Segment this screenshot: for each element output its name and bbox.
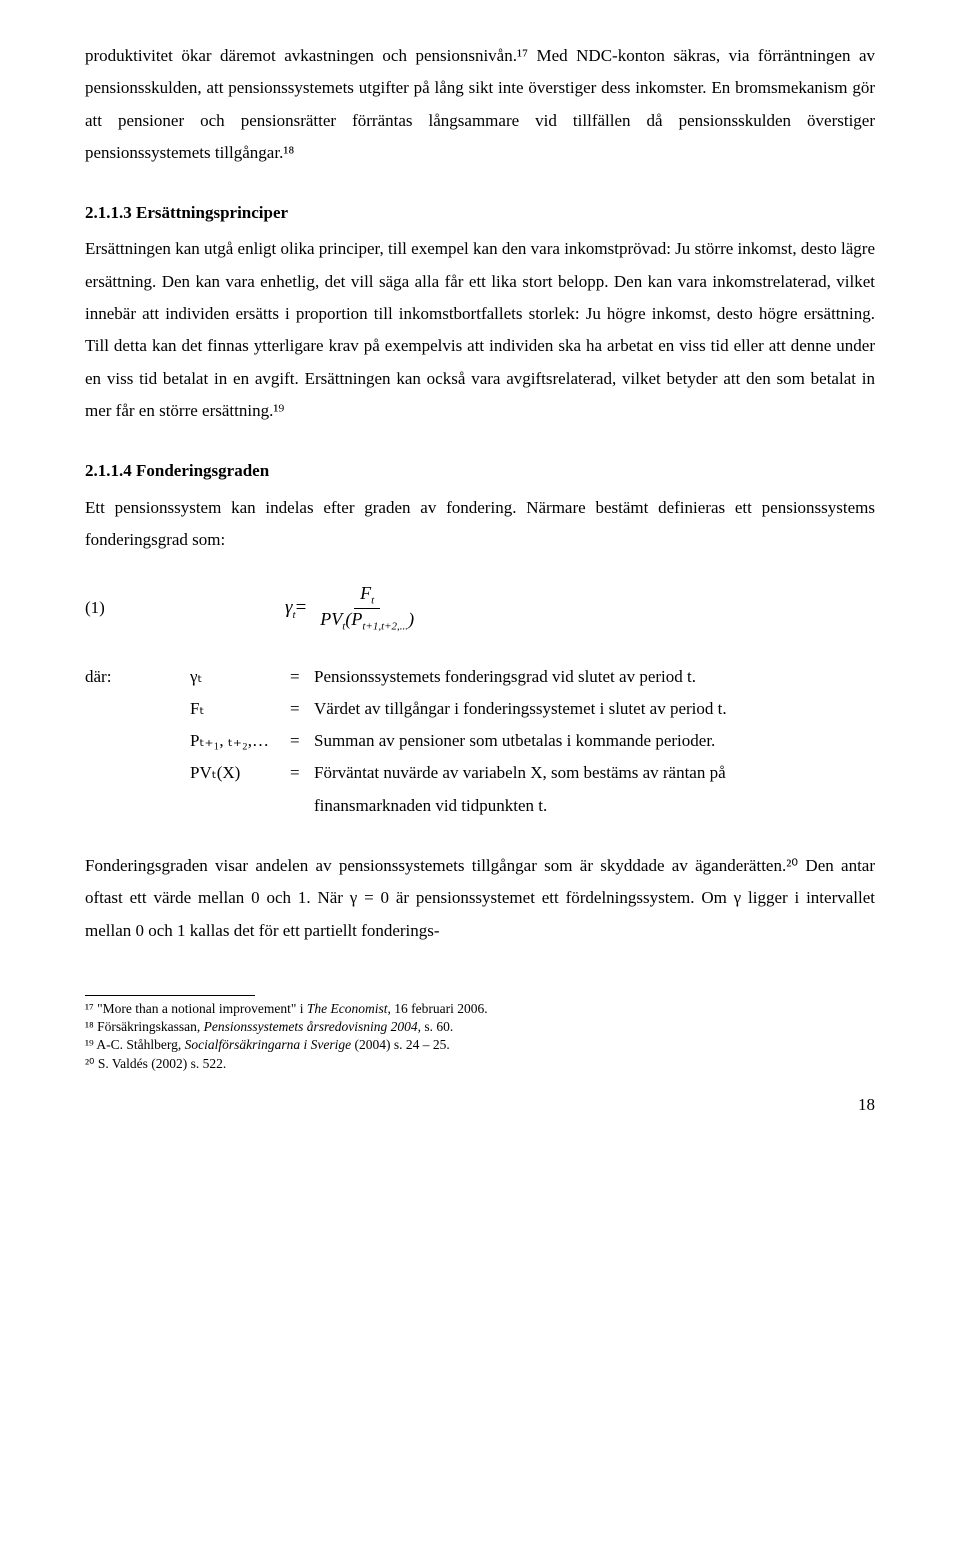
formula-label: (1) <box>85 592 285 624</box>
heading-213: 2.1.1.3 Ersättningsprinciper <box>85 197 875 229</box>
body-paragraph-2: Ersättningen kan utgå enligt olika princ… <box>85 233 875 427</box>
def-symbol: PVₜ(X) <box>190 757 290 789</box>
footnote-separator <box>85 995 255 996</box>
def-eq: = <box>290 693 314 725</box>
definition-row: Fₜ = Värdet av tillgångar i fonderingssy… <box>85 693 875 725</box>
page-number: 18 <box>85 1089 875 1121</box>
def-text: Pensionssystemets fonderingsgrad vid slu… <box>314 661 875 693</box>
def-eq: = <box>290 725 314 757</box>
formula-math: γt = Ft PVt(Pt+1,t+2,...) <box>285 584 420 632</box>
definition-row: Pₜ₊₁, ₜ₊₂,… = Summan av pensioner som ut… <box>85 725 875 757</box>
footnote-20: ²⁰ S. Valdés (2002) s. 522. <box>85 1055 875 1073</box>
heading-214: 2.1.1.4 Fonderingsgraden <box>85 455 875 487</box>
def-symbol: γₜ <box>190 661 290 693</box>
definition-row-cont: finansmarknaden vid tidpunkten t. <box>85 790 875 822</box>
def-symbol: Pₜ₊₁, ₜ₊₂,… <box>190 725 290 757</box>
formula-1: (1) γt = Ft PVt(Pt+1,t+2,...) <box>85 584 875 632</box>
def-text: Värdet av tillgångar i fonderingssysteme… <box>314 693 875 725</box>
def-symbol: Fₜ <box>190 693 290 725</box>
body-paragraph-4: Fonderingsgraden visar andelen av pensio… <box>85 850 875 947</box>
def-eq: = <box>290 661 314 693</box>
definition-row: där: γₜ = Pensionssystemets fonderingsgr… <box>85 661 875 693</box>
footnote-19: ¹⁹ A-C. Ståhlberg, Socialförsäkringarna … <box>85 1036 875 1054</box>
def-where: där: <box>85 661 190 693</box>
def-eq: = <box>290 757 314 789</box>
def-text: Förväntat nuvärde av variabeln X, som be… <box>314 757 875 789</box>
footnote-18: ¹⁸ Försäkringskassan, Pensionssystemets … <box>85 1018 875 1036</box>
body-paragraph-3: Ett pensionssystem kan indelas efter gra… <box>85 492 875 557</box>
definition-table: där: γₜ = Pensionssystemets fonderingsgr… <box>85 661 875 822</box>
definition-row: PVₜ(X) = Förväntat nuvärde av variabeln … <box>85 757 875 789</box>
footnotes: ¹⁷ "More than a notional improvement" i … <box>85 1000 875 1073</box>
footnote-17: ¹⁷ "More than a notional improvement" i … <box>85 1000 875 1018</box>
def-text: Summan av pensioner som utbetalas i komm… <box>314 725 875 757</box>
body-paragraph-1: produktivitet ökar däremot avkastningen … <box>85 40 875 169</box>
